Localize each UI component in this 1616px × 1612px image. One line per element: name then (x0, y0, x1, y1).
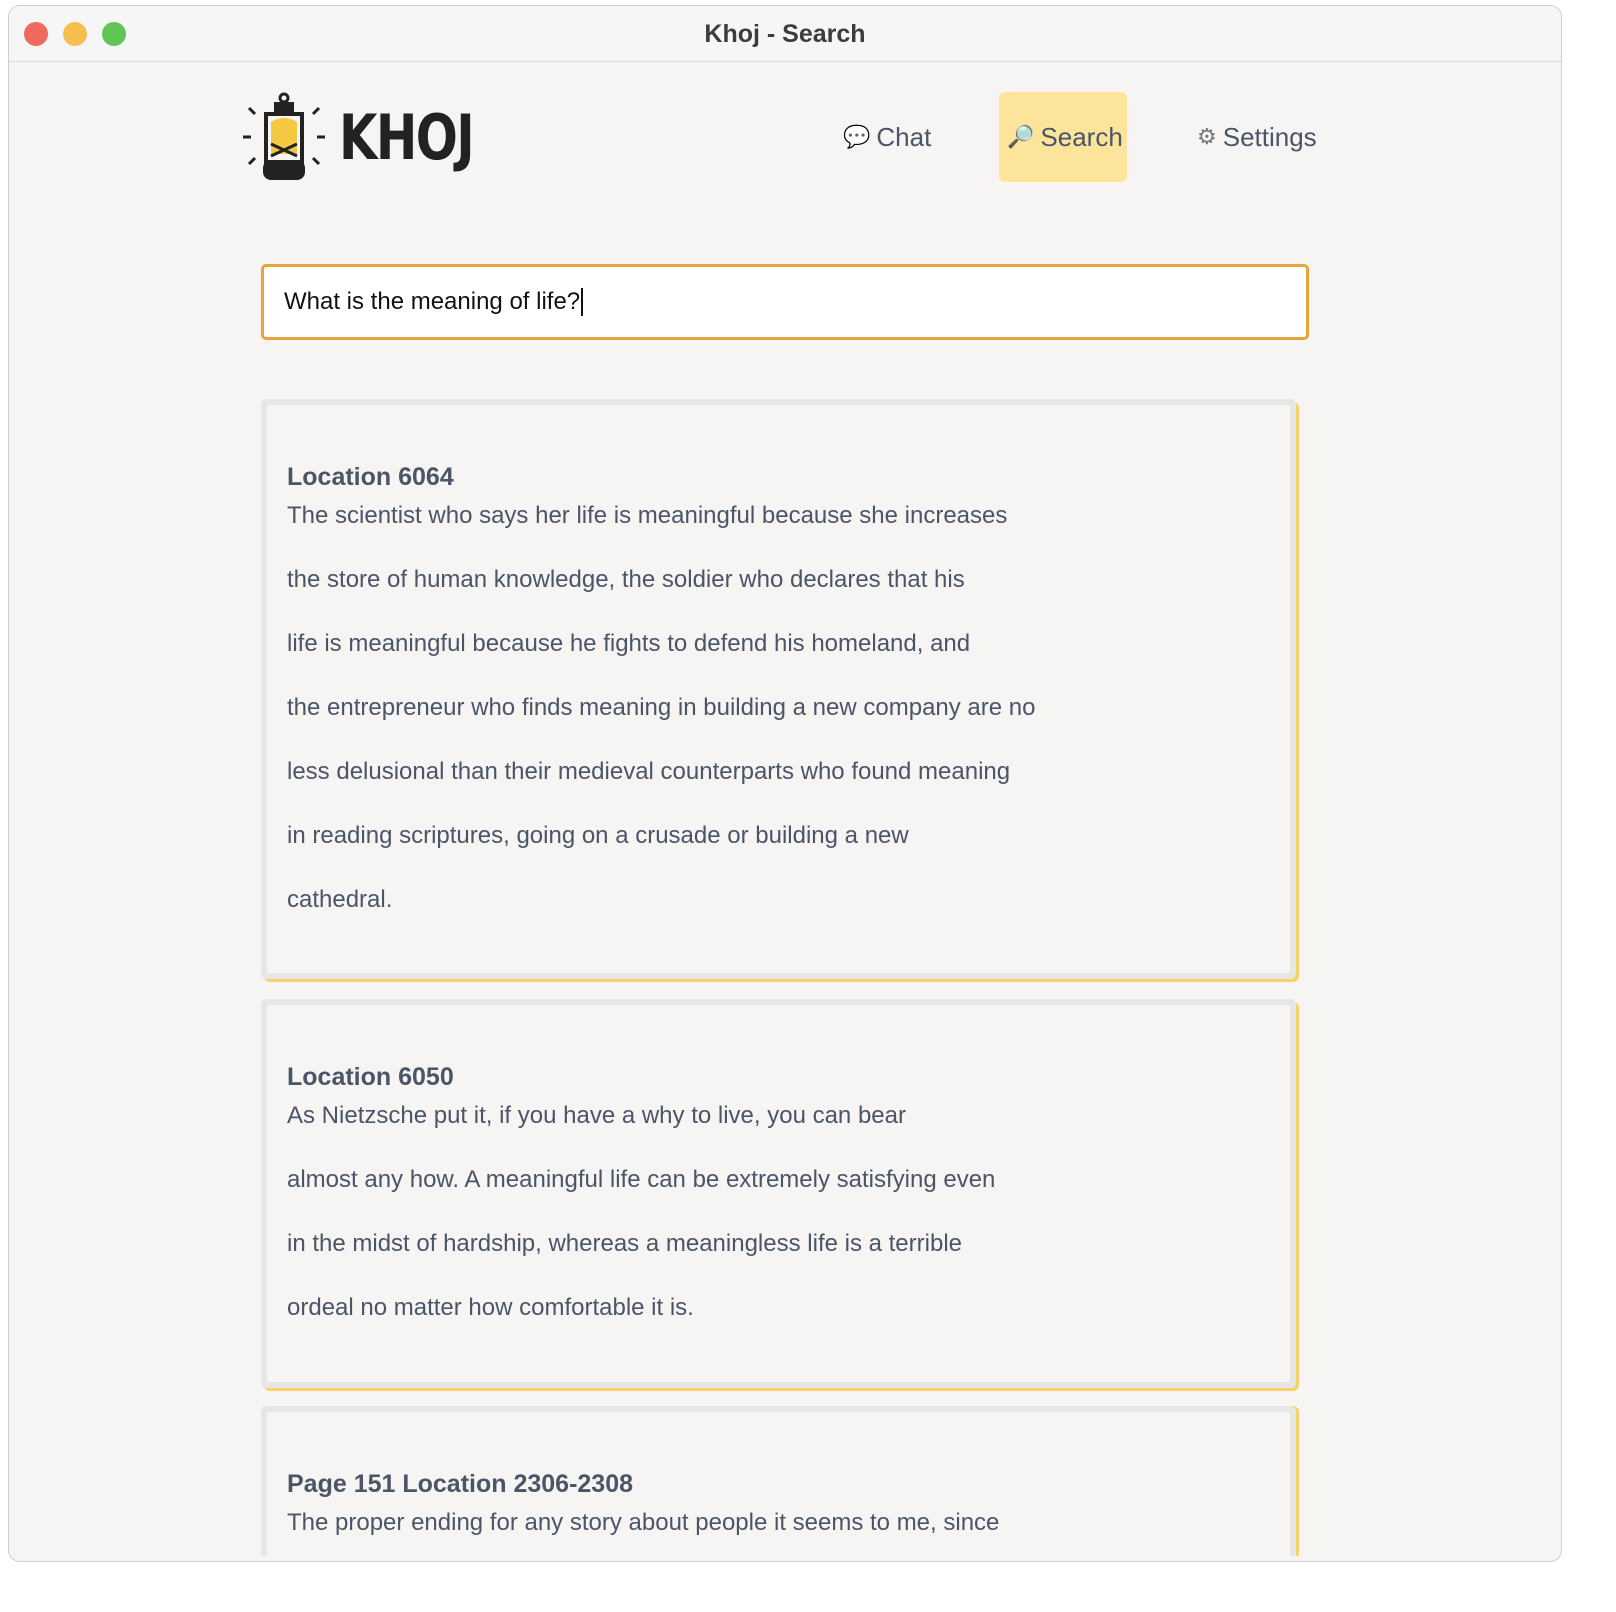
close-window-button[interactable] (24, 22, 48, 46)
result-line: The proper ending for any story about pe… (287, 1509, 1000, 1536)
result-title: Page 151 Location 2306-2308 (287, 1470, 634, 1498)
result-line: life is meaningful because he fights to … (287, 630, 971, 657)
logo-text: KHOJ (339, 100, 475, 174)
result-card[interactable]: Page 151 Location 2306-2308 The proper e… (261, 1406, 1296, 1556)
minimize-window-button[interactable] (63, 22, 87, 46)
result-line: almost any how. A meaningful life can be… (287, 1166, 996, 1193)
nav-search-label: Search (1040, 121, 1123, 152)
result-card[interactable]: Location 6064 The scientist who says her… (261, 399, 1296, 979)
speech-bubble-icon: 💬 (843, 124, 871, 149)
result-line: less delusional than their medieval coun… (287, 758, 1011, 785)
result-line: in the midst of hardship, whereas a mean… (287, 1230, 962, 1257)
result-card[interactable]: Location 6050 As Nietzsche put it, if yo… (261, 999, 1296, 1388)
result-line: ordeal no matter how comfortable it is. (287, 1294, 694, 1321)
magnifier-icon: 🔎 (1007, 124, 1035, 149)
app-window: Khoj - Search KHOJ 💬 Chat 🔎 Search ⚙ Set… (8, 5, 1562, 1562)
result-line: cathedral. (287, 886, 393, 913)
result-line: As Nietzsche put it, if you have a why t… (287, 1102, 906, 1129)
nav-search[interactable]: 🔎 Search (999, 92, 1127, 182)
window-title: Khoj - Search (704, 20, 866, 48)
result-title: Location 6064 (287, 463, 454, 491)
gear-icon: ⚙ (1197, 124, 1217, 149)
result-line: the entrepreneur who finds meaning in bu… (287, 694, 1036, 721)
text-cursor (581, 288, 584, 316)
lantern-icon (243, 92, 325, 180)
nav-settings[interactable]: ⚙ Settings (1189, 92, 1325, 182)
search-query: What is the meaning of life? (284, 288, 581, 315)
search-input[interactable]: What is the meaning of life? (261, 264, 1309, 340)
result-title: Location 6050 (287, 1063, 454, 1091)
khoj-logo[interactable]: KHOJ (241, 92, 507, 182)
result-line: The scientist who says her life is meani… (287, 502, 1008, 529)
title-bar: Khoj - Search (9, 6, 1561, 62)
nav-settings-label: Settings (1222, 121, 1317, 152)
nav-chat-label: Chat (876, 121, 932, 152)
zoom-window-button[interactable] (102, 22, 126, 46)
nav-chat[interactable]: 💬 Chat (835, 92, 939, 182)
result-line: in reading scriptures, going on a crusad… (287, 822, 909, 849)
result-line: the store of human knowledge, the soldie… (287, 566, 965, 593)
